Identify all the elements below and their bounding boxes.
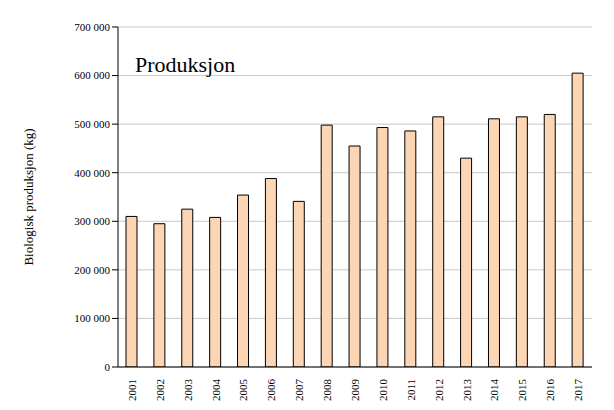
svg-text:200 000: 200 000 <box>74 264 110 276</box>
html-text:Produksjon: Produksjon <box>135 52 236 77</box>
svg-text:2009: 2009 <box>349 379 361 402</box>
svg-text:2017: 2017 <box>572 379 584 402</box>
svg-text:0: 0 <box>105 361 111 373</box>
svg-text:Biologisk produksjon (kg): Biologisk produksjon (kg) <box>21 128 36 265</box>
svg-text:600 000: 600 000 <box>74 69 110 81</box>
svg-text:2004: 2004 <box>210 379 222 402</box>
svg-text:2001: 2001 <box>126 379 138 401</box>
svg-text:300 000: 300 000 <box>74 215 110 227</box>
svg-text:2011: 2011 <box>405 379 417 401</box>
svg-text:2007: 2007 <box>293 379 305 402</box>
svg-text:2003: 2003 <box>182 379 194 402</box>
svg-text:2008: 2008 <box>321 379 333 402</box>
svg-text:2012: 2012 <box>433 379 445 401</box>
svg-text:2002: 2002 <box>154 379 166 401</box>
svg-text:2010: 2010 <box>377 379 389 402</box>
svg-text:2016: 2016 <box>544 379 556 402</box>
svg-text:400 000: 400 000 <box>74 167 110 179</box>
svg-text:500 000: 500 000 <box>74 118 110 130</box>
svg-text:2005: 2005 <box>237 379 249 402</box>
svg-text:2013: 2013 <box>461 379 473 402</box>
svg-text:2006: 2006 <box>265 379 277 402</box>
svg-text:2014: 2014 <box>488 379 500 402</box>
svg-text:2015: 2015 <box>516 379 528 402</box>
svg-text:700 000: 700 000 <box>74 21 110 33</box>
svg-text:100 000: 100 000 <box>74 312 110 324</box>
